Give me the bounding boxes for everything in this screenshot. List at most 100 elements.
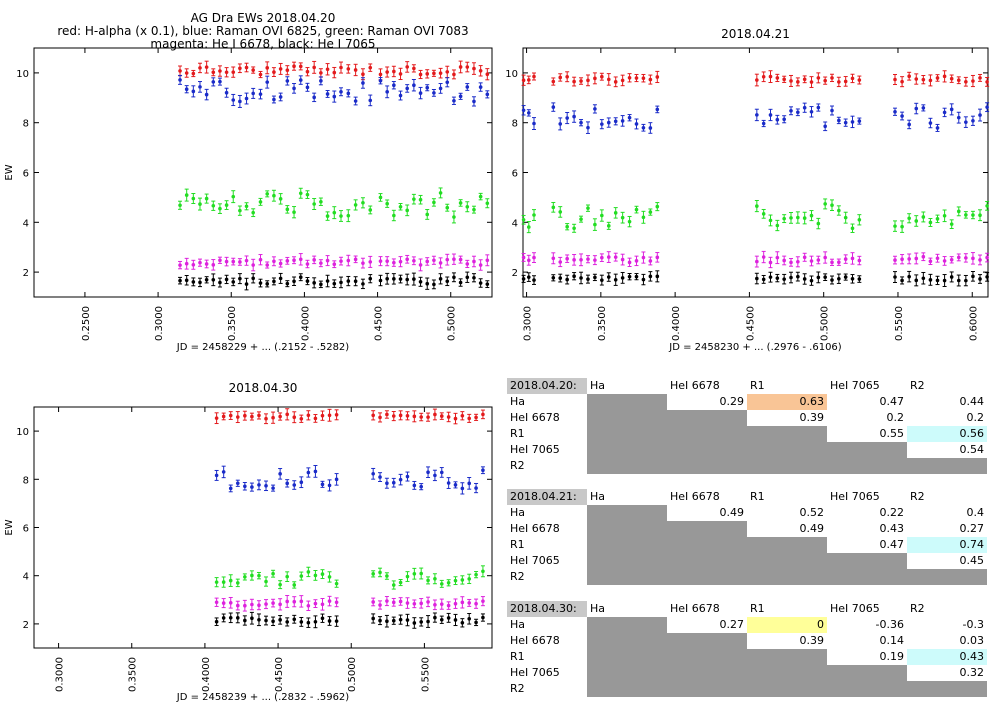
- point-marker: [251, 68, 255, 72]
- data-point: [204, 276, 209, 284]
- data-point: [836, 273, 841, 284]
- point-marker: [319, 199, 323, 204]
- point-marker: [425, 259, 430, 264]
- point-marker: [285, 574, 289, 579]
- point-marker: [809, 109, 814, 114]
- correlation-value: 0.74: [907, 537, 987, 553]
- data-point: [385, 66, 390, 78]
- point-marker: [346, 91, 351, 96]
- point-marker: [521, 217, 526, 222]
- point-marker: [271, 619, 275, 624]
- point-marker: [418, 263, 423, 267]
- table-header-row: 2018.04.20: Ha HeI 6678 R1 HeI 7065 R2: [507, 378, 987, 394]
- point-marker: [292, 415, 297, 420]
- point-marker: [907, 74, 911, 79]
- data-point: [474, 598, 479, 609]
- point-marker: [823, 255, 827, 260]
- data-point: [299, 595, 304, 608]
- data-point: [391, 597, 396, 607]
- point-marker: [224, 259, 229, 264]
- point-marker: [292, 583, 297, 587]
- data-point: [458, 255, 463, 264]
- data-point: [197, 258, 202, 267]
- point-marker: [478, 194, 483, 199]
- data-point: [391, 258, 396, 267]
- data-point: [249, 598, 254, 611]
- data-point: [782, 273, 787, 285]
- point-marker: [257, 617, 261, 622]
- data-point: [893, 220, 897, 232]
- point-marker: [231, 70, 236, 74]
- data-point: [458, 278, 463, 287]
- point-marker: [843, 275, 848, 279]
- data-point: [327, 616, 332, 626]
- data-point: [378, 274, 383, 287]
- data-point: [521, 74, 526, 86]
- data-point: [634, 73, 639, 83]
- data-point: [405, 613, 410, 627]
- point-marker: [816, 76, 821, 80]
- data-point: [221, 576, 226, 588]
- point-marker: [361, 261, 365, 265]
- data-point: [271, 411, 276, 424]
- point-marker: [221, 580, 226, 584]
- point-marker: [928, 220, 933, 225]
- point-marker: [244, 96, 249, 101]
- data-point: [312, 277, 317, 289]
- point-marker: [465, 275, 470, 280]
- point-marker: [218, 69, 222, 73]
- data-point: [299, 414, 304, 423]
- point-marker: [353, 279, 358, 284]
- data-point: [613, 252, 618, 262]
- point-marker: [298, 78, 303, 82]
- correlation-value: 0.22: [879, 506, 905, 519]
- data-point: [353, 96, 358, 106]
- x-tick-label: 0.5000: [447, 306, 458, 341]
- data-point: [613, 117, 618, 126]
- data-point: [921, 74, 926, 85]
- point-marker: [526, 78, 531, 82]
- point-marker: [251, 91, 255, 96]
- data-point: [551, 252, 556, 265]
- point-marker: [474, 601, 478, 606]
- point-marker: [378, 72, 383, 77]
- point-marker: [353, 68, 358, 72]
- table-row: HeI 7065 0.54: [507, 442, 987, 458]
- data-point: [432, 573, 437, 585]
- empty-cell: [667, 569, 747, 585]
- x-tick-label: 0.5000: [347, 657, 358, 692]
- data-point: [178, 260, 183, 270]
- data-point: [412, 599, 417, 609]
- data-point: [565, 254, 570, 263]
- data-point: [184, 85, 189, 94]
- point-marker: [816, 275, 821, 280]
- y-tick-label: 6: [23, 169, 29, 180]
- data-point: [228, 411, 233, 420]
- data-point: [485, 68, 490, 81]
- empty-cell: [747, 553, 827, 569]
- point-marker: [278, 602, 282, 607]
- empty-cell: [587, 665, 667, 681]
- point-marker: [392, 69, 396, 74]
- table-row: R2: [507, 681, 987, 697]
- point-marker: [250, 616, 254, 621]
- data-point: [292, 480, 297, 490]
- data-point: [592, 72, 597, 85]
- data-point: [935, 214, 940, 224]
- data-point: [531, 275, 536, 285]
- point-marker: [221, 470, 226, 474]
- point-marker: [178, 278, 182, 283]
- point-marker: [405, 413, 410, 418]
- data-point: [460, 618, 465, 628]
- data-point: [782, 214, 787, 224]
- point-marker: [264, 602, 268, 606]
- data-point: [265, 61, 270, 75]
- point-marker: [198, 202, 202, 206]
- point-marker: [579, 79, 583, 83]
- point-marker: [465, 65, 470, 69]
- data-point: [627, 273, 632, 281]
- data-point: [306, 410, 311, 421]
- data-point: [453, 576, 458, 586]
- correlation-value: 0.27: [959, 522, 985, 535]
- point-marker: [191, 196, 196, 201]
